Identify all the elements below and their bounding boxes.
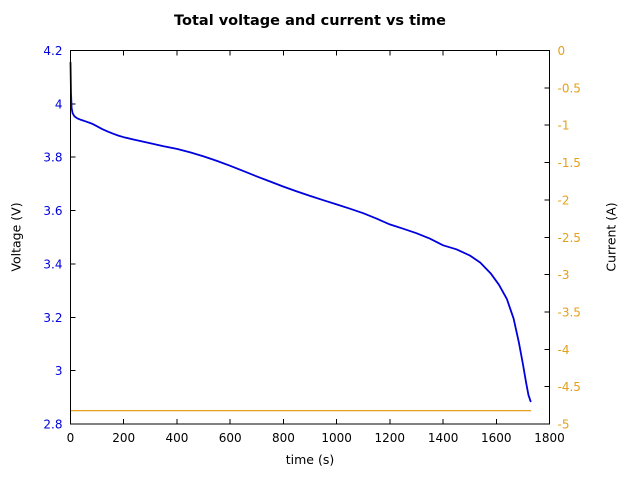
- svg-text:1800: 1800: [534, 431, 565, 445]
- svg-text:-4.5: -4.5: [558, 380, 581, 394]
- svg-text:-0.5: -0.5: [558, 81, 581, 95]
- svg-text:1200: 1200: [375, 431, 406, 445]
- svg-text:3: 3: [55, 364, 63, 378]
- svg-text:-1.5: -1.5: [558, 156, 581, 170]
- svg-text:-3: -3: [558, 268, 570, 282]
- left-y-axis-tick-labels: 2.8 3 3.2 3.4 3.6 3.8 4 4.2: [43, 44, 62, 432]
- svg-text:0: 0: [558, 44, 566, 58]
- svg-text:-5: -5: [558, 418, 570, 432]
- svg-text:1400: 1400: [428, 431, 459, 445]
- svg-text:4: 4: [55, 97, 63, 111]
- x-axis-tick-labels: 0 200 400 600 800 1000 1200 1400 1600 1800: [67, 431, 565, 445]
- x-axis-ticks: [70, 50, 550, 424]
- svg-text:400: 400: [165, 431, 188, 445]
- svg-text:3.2: 3.2: [43, 311, 62, 325]
- plot-frame: [70, 50, 550, 425]
- svg-text:-3.5: -3.5: [558, 306, 581, 320]
- svg-text:-2.5: -2.5: [558, 231, 581, 245]
- right-y-axis-tick-labels: -5 -4.5 -4 -3.5 -3 -2.5 -2 -1.5 -1 -0.5 0: [558, 44, 581, 432]
- svg-text:3.4: 3.4: [43, 257, 62, 271]
- svg-text:3.8: 3.8: [43, 151, 62, 165]
- svg-text:-1: -1: [558, 119, 570, 133]
- svg-text:600: 600: [219, 431, 242, 445]
- svg-text:1000: 1000: [321, 431, 352, 445]
- svg-text:3.6: 3.6: [43, 204, 62, 218]
- chart-title: Total voltage and current vs time: [174, 13, 446, 29]
- voltage-curve: [69, 61, 532, 403]
- svg-text:0: 0: [67, 431, 75, 445]
- right-y-axis-ticks: [544, 50, 550, 425]
- svg-text:800: 800: [272, 431, 295, 445]
- svg-text:2.8: 2.8: [43, 418, 62, 432]
- svg-text:-4: -4: [558, 343, 570, 357]
- svg-text:1600: 1600: [481, 431, 512, 445]
- svg-text:4.2: 4.2: [43, 44, 62, 58]
- svg-text:-2: -2: [558, 193, 570, 207]
- svg-text:200: 200: [112, 431, 135, 445]
- x-axis-label: time (s): [285, 452, 335, 467]
